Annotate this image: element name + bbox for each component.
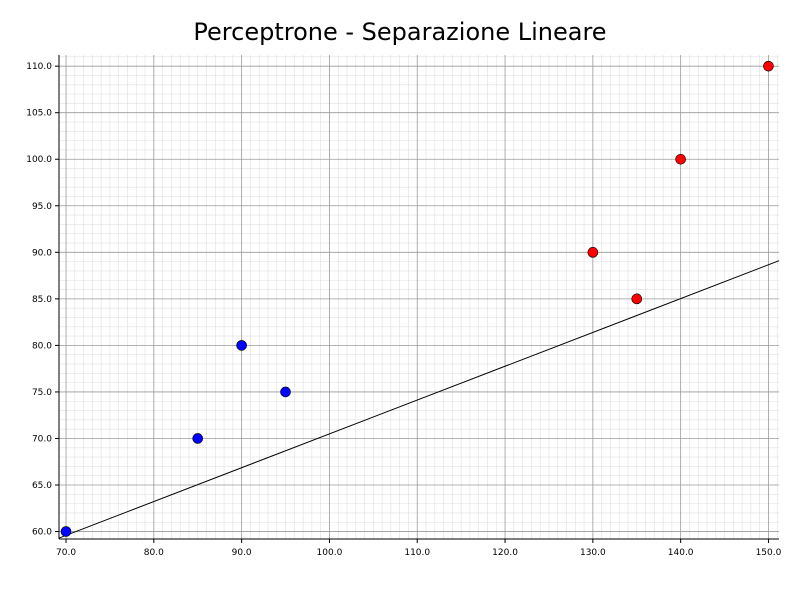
axes bbox=[58, 55, 779, 540]
y-tick-label: 95.0 bbox=[32, 202, 52, 212]
chart-title: Perceptrone - Separazione Lineare bbox=[193, 18, 607, 46]
minor-grid bbox=[59, 55, 779, 539]
red-data-point bbox=[631, 293, 643, 305]
y-tick-label: 110.0 bbox=[26, 62, 52, 72]
y-tick-label: 80.0 bbox=[32, 341, 52, 351]
y-tick-label: 105.0 bbox=[26, 109, 52, 119]
y-tick-label: 60.0 bbox=[32, 528, 52, 538]
blue-data-point bbox=[280, 386, 291, 398]
y-tick-label: 65.0 bbox=[32, 481, 52, 491]
y-tick-label: 75.0 bbox=[32, 388, 52, 398]
blue-data-point bbox=[192, 433, 204, 444]
x-tick-label: 90.0 bbox=[232, 548, 252, 558]
x-tick-label: 140.0 bbox=[668, 548, 694, 558]
x-tick-label: 100.0 bbox=[317, 548, 343, 558]
x-tick-label: 110.0 bbox=[404, 548, 430, 558]
x-tick-label: 150.0 bbox=[756, 548, 782, 558]
blue-data-point bbox=[236, 340, 247, 351]
y-axis-ticks: 60.0 65.0 70.0 75.0 80.0 85.0 90.0 95.0 100.0 105… bbox=[26, 62, 59, 538]
decision-boundary-layer bbox=[58, 260, 780, 539]
red-data-point bbox=[675, 153, 686, 165]
red-data-point bbox=[763, 60, 774, 72]
x-tick-label: 70.0 bbox=[56, 548, 76, 558]
major-grid bbox=[59, 55, 779, 539]
decision-boundary-line bbox=[58, 260, 780, 539]
x-tick-label: 130.0 bbox=[580, 548, 606, 558]
y-tick-label: 70.0 bbox=[32, 434, 52, 444]
x-axis-ticks: 70.0 80.0 90.0 100.0 110.0 120.0 130.0 140.0 150… bbox=[56, 539, 782, 558]
data-points-layer bbox=[60, 60, 774, 537]
x-tick-label: 80.0 bbox=[144, 548, 164, 558]
x-tick-label: 120.0 bbox=[492, 548, 518, 558]
y-tick-label: 85.0 bbox=[32, 295, 52, 305]
red-data-point bbox=[587, 247, 599, 258]
y-tick-label: 90.0 bbox=[32, 248, 52, 258]
blue-data-point bbox=[60, 526, 72, 537]
y-tick-label: 100.0 bbox=[26, 155, 52, 165]
